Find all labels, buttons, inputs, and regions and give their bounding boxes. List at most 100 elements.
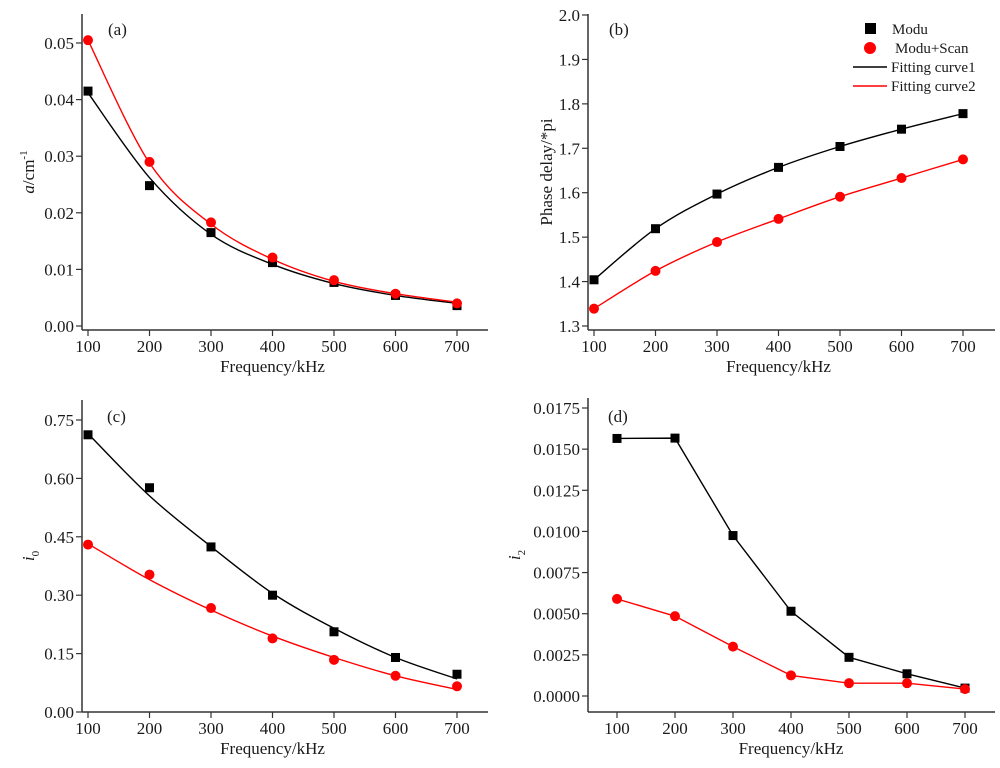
x-tick-label: 100 xyxy=(75,719,101,738)
fitting-curve xyxy=(87,92,458,305)
legend-label: Modu+Scan xyxy=(895,41,969,57)
x-tick-label: 600 xyxy=(383,337,409,356)
y-tick-label: 0.0150 xyxy=(533,440,580,459)
data-point-circle xyxy=(728,641,738,652)
data-point-circle xyxy=(452,681,462,692)
legend-entry: Fitting curve2 xyxy=(853,79,976,95)
data-point-square xyxy=(145,483,154,493)
fitting-curve xyxy=(87,543,458,691)
data-point-circle xyxy=(267,252,278,263)
x-axis-title: Frequency/kHz xyxy=(220,739,325,758)
data-point-circle xyxy=(329,275,339,286)
data-point-square xyxy=(958,109,968,119)
x-tick-label: 500 xyxy=(321,719,347,738)
data-point-circle xyxy=(773,213,784,224)
series-modu-scan xyxy=(83,35,462,309)
data-point-square xyxy=(712,189,722,199)
y-tick-label: 2.0 xyxy=(559,6,580,25)
data-point-circle xyxy=(958,154,968,165)
data-point-square xyxy=(268,258,277,268)
legend-square-marker xyxy=(865,23,876,34)
y-axis-title-symbol: i xyxy=(505,555,524,560)
data-point-square xyxy=(206,542,216,552)
y-tick-label: 1.6 xyxy=(559,184,580,203)
data-point-square xyxy=(728,531,738,541)
x-tick-label: 300 xyxy=(198,337,224,356)
data-point-circle xyxy=(835,191,845,202)
data-point-circle xyxy=(712,237,722,248)
y-tick-label: 1.8 xyxy=(559,95,580,114)
legend-entry: Fitting curve1 xyxy=(853,60,976,76)
data-point-circle xyxy=(390,288,401,299)
y-tick-label: 1.7 xyxy=(559,139,581,158)
y-axis-title: a/cm-1 xyxy=(18,150,38,193)
x-axis-title: Frequency/kHz xyxy=(739,739,844,758)
y-tick-label: 0.0050 xyxy=(533,605,580,624)
data-point-circle xyxy=(786,670,796,681)
y-tick-label: 0.60 xyxy=(44,469,74,488)
x-tick-label: 200 xyxy=(137,719,163,738)
x-tick-label: 400 xyxy=(766,337,792,356)
x-tick-label: 700 xyxy=(950,337,976,356)
data-point-square xyxy=(612,433,622,443)
data-point-square xyxy=(774,162,783,172)
data-point-square xyxy=(206,228,216,238)
x-tick-label: 600 xyxy=(894,719,920,738)
y-tick-label: 0.30 xyxy=(44,586,74,605)
data-point-circle xyxy=(612,593,622,604)
fitting-curve xyxy=(616,437,966,689)
y-axis-title-symbol: i xyxy=(19,556,38,561)
y-tick-label: 0.0075 xyxy=(533,564,580,583)
series-modu xyxy=(589,109,968,285)
y-tick-label: 0.00 xyxy=(44,703,74,722)
legend-label: Fitting curve1 xyxy=(891,60,976,76)
x-tick-label: 700 xyxy=(444,719,470,738)
y-axis-title: Phase delay/*pi xyxy=(537,118,556,225)
y-axis-title-unit: /cm xyxy=(19,160,38,186)
data-point-square xyxy=(589,275,599,285)
x-axis-title: Frequency/kHz xyxy=(220,357,325,376)
panel-c: 0.00 0.15 0.30 0.45 0.60 0.75 100 200 300 400 500 6… xyxy=(19,400,488,758)
y-tick-label: 0.15 xyxy=(44,645,74,664)
x-tick-label: 200 xyxy=(643,337,669,356)
data-point-circle xyxy=(329,654,339,665)
x-tick-label: 500 xyxy=(321,337,347,356)
y-tick-label: 0.03 xyxy=(44,147,74,166)
x-tick-label: 700 xyxy=(444,337,470,356)
series-modu-scan xyxy=(83,539,462,692)
x-tick-label: 400 xyxy=(260,337,286,356)
series-modu-scan xyxy=(612,593,970,695)
data-point-square xyxy=(391,652,400,662)
data-point-circle xyxy=(83,35,93,46)
y-tick-label: 1.5 xyxy=(559,228,580,247)
y-tick-label: 1.4 xyxy=(559,273,581,292)
y-tick-label: 0.0025 xyxy=(533,646,580,665)
data-point-square xyxy=(786,606,796,616)
data-point-square xyxy=(844,652,854,662)
x-tick-label: 100 xyxy=(75,337,101,356)
panel-label: (b) xyxy=(609,20,629,39)
data-point-square xyxy=(83,430,93,440)
x-axis-title: Frequency/kHz xyxy=(726,357,831,376)
panel-label: (d) xyxy=(608,407,628,426)
y-tick-label: 0.45 xyxy=(44,528,74,547)
panel-b: 1.3 1.4 1.5 1.6 1.7 1.8 1.9 2.0 100 200 300 400 500 6… xyxy=(537,6,995,376)
fitting-curve xyxy=(593,112,964,281)
y-tick-label: 0.04 xyxy=(44,91,74,110)
data-point-circle xyxy=(267,633,278,644)
y-axis-title: i2 xyxy=(505,550,528,560)
data-point-square xyxy=(145,181,154,191)
y-tick-label: 0.01 xyxy=(44,260,74,279)
x-tick-label: 300 xyxy=(704,337,730,356)
legend-circle-marker xyxy=(864,42,876,54)
x-tick-label: 500 xyxy=(836,719,862,738)
y-axis-title: i0 xyxy=(19,550,42,561)
data-point-square xyxy=(268,590,277,600)
legend: Modu Modu+Scan Fitting curve1 Fitting curve… xyxy=(853,22,976,95)
legend-entry: Modu xyxy=(865,22,928,38)
data-point-circle xyxy=(144,569,155,580)
data-point-square xyxy=(835,142,845,152)
y-tick-label: 0.0175 xyxy=(533,399,580,418)
y-axis-title-subscript: 0 xyxy=(30,550,42,556)
